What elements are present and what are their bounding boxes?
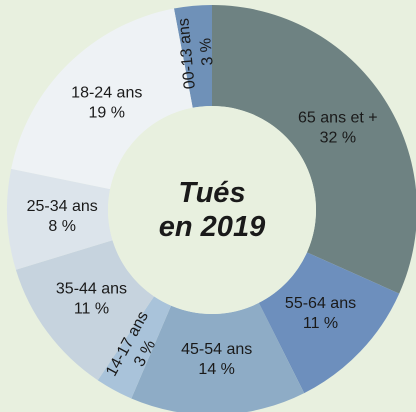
slice <box>11 8 193 190</box>
value-label: 11 % <box>303 315 338 332</box>
chart-title: Tués en 2019 <box>159 177 265 243</box>
category-label: 45-54 ans <box>181 341 252 358</box>
value-label: 19 % <box>89 104 125 121</box>
slice <box>173 5 212 108</box>
slice-label: 35-44 ans 11 % <box>56 281 127 318</box>
slice-label: 18-24 ans 19 % <box>71 84 142 121</box>
value-label: 3 % <box>197 37 217 66</box>
category-label: 25-34 ans <box>27 198 98 215</box>
slice <box>97 296 172 399</box>
slice-label: 65 ans et + 32 % <box>298 110 378 147</box>
value-label: 14 % <box>198 361 234 378</box>
value-label: 11 % <box>74 301 109 318</box>
slice <box>212 5 416 294</box>
slice <box>258 252 400 394</box>
slice-label: 45-54 ans 14 % <box>181 341 252 378</box>
category-label: 55-64 ans <box>285 295 356 312</box>
category-label: 18-24 ans <box>71 84 142 101</box>
slice <box>6 168 113 270</box>
slice-label: 25-34 ans 8 % <box>27 198 98 235</box>
category-label: 35-44 ans <box>56 281 127 298</box>
value-label: 8 % <box>48 218 76 235</box>
slice <box>131 302 305 412</box>
slice <box>15 240 155 381</box>
category-label: 00-13 ans <box>175 17 199 89</box>
slice-label: 55-64 ans 11 % <box>285 295 356 332</box>
category-label: 65 ans et + <box>298 110 378 127</box>
value-label: 32 % <box>320 130 356 147</box>
donut-hole <box>108 106 316 314</box>
